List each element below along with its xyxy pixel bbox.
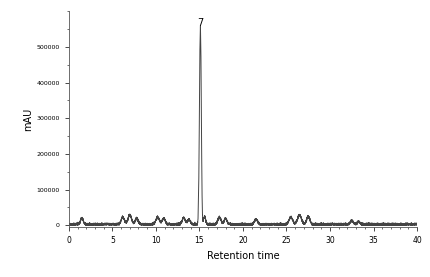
X-axis label: Retention time: Retention time: [207, 251, 279, 261]
Y-axis label: mAU: mAU: [24, 107, 34, 131]
Text: 7: 7: [197, 18, 203, 28]
